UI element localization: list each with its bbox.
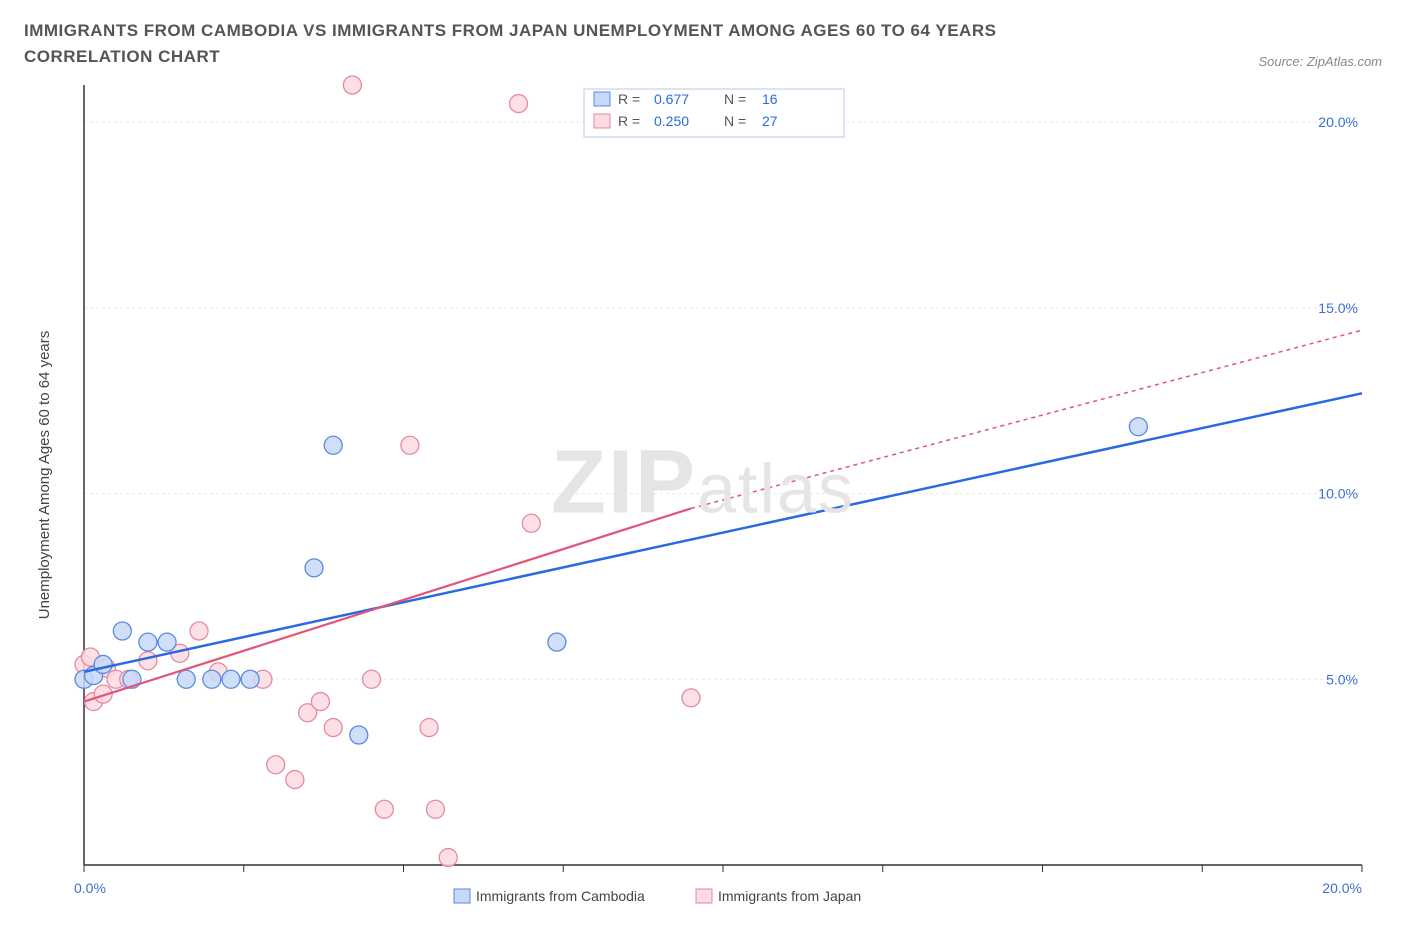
svg-text:R =: R = bbox=[618, 91, 640, 107]
chart-title: IMMIGRANTS FROM CAMBODIA VS IMMIGRANTS F… bbox=[24, 18, 1124, 69]
scatter-chart: 5.0% 10.0% 15.0% 20.0% 0.0% 20.0% Unemployment… bbox=[24, 75, 1382, 925]
chart-container: ZIPatlas 5.0%10.0%15.0%20.0%0.0%20.0%Une… bbox=[24, 75, 1382, 925]
svg-text:27: 27 bbox=[762, 113, 778, 129]
svg-text:16: 16 bbox=[762, 91, 778, 107]
svg-text:20.0%: 20.0% bbox=[1322, 880, 1362, 896]
svg-text:N =: N = bbox=[724, 113, 746, 129]
svg-text:Immigrants from Cambodia: Immigrants from Cambodia bbox=[476, 888, 645, 904]
svg-text:10.0%: 10.0% bbox=[1318, 486, 1358, 502]
svg-text:20.0%: 20.0% bbox=[1318, 114, 1358, 130]
svg-text:0.0%: 0.0% bbox=[74, 880, 106, 896]
svg-text:Immigrants from Japan: Immigrants from Japan bbox=[718, 888, 861, 904]
svg-text:0.250: 0.250 bbox=[654, 113, 689, 129]
svg-text:N =: N = bbox=[724, 91, 746, 107]
svg-text:15.0%: 15.0% bbox=[1318, 300, 1358, 316]
svg-text:Unemployment Among Ages 60 to: Unemployment Among Ages 60 to 64 years bbox=[36, 331, 53, 620]
source-credit: Source: ZipAtlas.com bbox=[1258, 54, 1382, 69]
svg-text:0.677: 0.677 bbox=[654, 91, 689, 107]
svg-text:5.0%: 5.0% bbox=[1326, 671, 1358, 687]
svg-text:R =: R = bbox=[618, 113, 640, 129]
